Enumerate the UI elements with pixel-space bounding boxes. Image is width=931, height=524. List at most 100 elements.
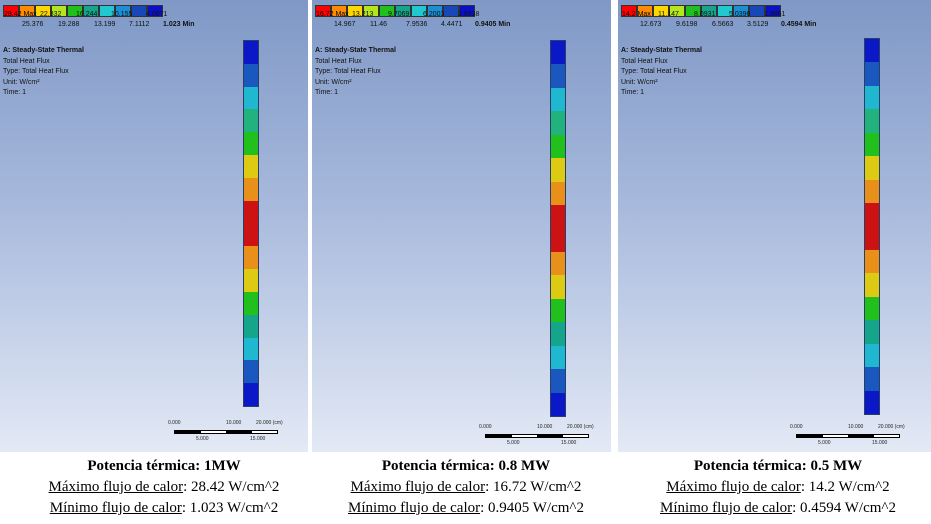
- caption-max-line: Máximo flujo de calor: 28.42 W/cm^2: [0, 477, 328, 498]
- legend-value: 9.7069: [388, 11, 410, 18]
- rod-segment: [551, 205, 565, 229]
- scale-tick-label: 0.000: [168, 420, 181, 426]
- max-flux-value: : 28.42 W/cm^2: [183, 479, 280, 495]
- min-flux-value: : 1.023 W/cm^2: [181, 500, 279, 516]
- color-legend: [3, 5, 163, 17]
- rod-segment: [865, 226, 879, 250]
- rod-segment: [865, 109, 879, 133]
- legend-swatch: [147, 5, 163, 17]
- legend-swatch: [3, 5, 19, 17]
- min-flux-label: Mínimo flujo de calor: [348, 500, 481, 516]
- legend-swatch: [749, 5, 765, 17]
- scale-tick-label: 10.000: [537, 424, 553, 430]
- simulation-panel-0-5mw: 14.2 Max 11.147 8.0931 5.0396 1.9861 12.…: [618, 0, 931, 452]
- scale-tick-label: 20.000 (cm): [878, 424, 905, 430]
- analysis-title: A: Steady-State Thermal: [621, 47, 702, 54]
- legend-swatch: [733, 5, 749, 17]
- result-unit: Unit: W/cm²: [315, 78, 352, 86]
- legend-value: 11.46: [370, 21, 387, 28]
- legend-value: 4.4471: [441, 21, 463, 28]
- legend-swatch: [331, 5, 347, 17]
- scale-tick-label: 5.000: [818, 440, 831, 446]
- heat-flux-rod: [243, 40, 259, 407]
- scale-tick-label: 10.000: [226, 420, 242, 426]
- rod-segment: [551, 275, 565, 299]
- result-name: Total Heat Flux: [315, 57, 362, 65]
- rod-segment: [551, 111, 565, 135]
- rod-segment: [551, 64, 565, 88]
- result-unit: Unit: W/cm²: [3, 78, 40, 86]
- legend-value: 6.5663: [712, 21, 734, 28]
- legend-value: 9.6198: [676, 21, 698, 28]
- legend-value: 10.155: [111, 11, 133, 18]
- scale-tick-label: 15.000: [561, 440, 577, 446]
- scale-tick-label: 15.000: [872, 440, 888, 446]
- rod-segment: [244, 109, 258, 133]
- scale-bar: 0.000 10.000 20.000 (cm) 5.000 15.000: [788, 424, 906, 452]
- legend-value: 8.0931: [694, 11, 716, 18]
- rod-segment: [551, 369, 565, 393]
- rod-segment: [865, 62, 879, 86]
- legend-swatch: [363, 5, 379, 17]
- legend-value: 14.967: [334, 21, 356, 28]
- legend-value: 13.199: [94, 21, 116, 28]
- analysis-title: A: Steady-State Thermal: [3, 47, 84, 54]
- scale-tick-label: 20.000 (cm): [256, 420, 283, 426]
- caption-0-8mw: Potencia térmica: 0.8 MW Máximo flujo de…: [318, 456, 614, 519]
- legend-value: 3.5129: [747, 21, 769, 28]
- legend-min-label: 0.9405 Min: [475, 21, 511, 28]
- result-name: Total Heat Flux: [621, 57, 668, 65]
- max-flux-value: : 14.2 W/cm^2: [800, 479, 890, 495]
- result-name: Total Heat Flux: [3, 57, 50, 65]
- scale-tick-label: 15.000: [250, 436, 266, 442]
- caption-title: Potencia térmica: 0.5 MW: [693, 458, 863, 474]
- rod-segment: [551, 134, 565, 159]
- min-flux-label: Mínimo flujo de calor: [660, 500, 793, 516]
- scale-bar-graphic: [174, 430, 278, 434]
- caption-min-line: Mínimo flujo de calor: 0.9405 W/cm^2: [318, 498, 614, 519]
- legend-value: 16.244: [76, 11, 98, 18]
- rod-segment: [865, 273, 879, 297]
- legend-swatch: [131, 5, 147, 17]
- rod-segment: [244, 200, 258, 224]
- legend-swatch: [669, 5, 685, 17]
- legend-value: 1.9861: [764, 11, 786, 18]
- rod-segment: [551, 298, 565, 323]
- legend-max-label: 28.42 Max: [4, 11, 37, 18]
- result-type: Type: Total Heat Flux: [315, 68, 381, 75]
- legend-swatch: [427, 5, 443, 17]
- scale-tick-label: 20.000 (cm): [567, 424, 594, 430]
- rod-segment: [865, 203, 879, 227]
- caption-max-line: Máximo flujo de calor: 14.2 W/cm^2: [628, 477, 928, 498]
- result-time: Time: 1: [315, 89, 339, 96]
- legend-swatch: [621, 5, 637, 17]
- simulation-panel-1mw: 28.42 Max 22.332 16.244 10.155 4.0671 25…: [0, 0, 308, 452]
- scale-bar: 0.000 10.000 20.000 (cm) 5.000 15.000: [166, 420, 284, 450]
- rod-segment: [865, 343, 879, 368]
- legend-value: 2.6938: [458, 11, 480, 18]
- legend-min-label: 1.023 Min: [163, 21, 195, 28]
- rod-segment: [244, 155, 258, 178]
- rod-segment: [244, 291, 258, 315]
- rod-segment: [865, 39, 879, 63]
- rod-segment: [865, 390, 879, 414]
- legend-swatch: [35, 5, 51, 17]
- scale-tick-label: 0.000: [790, 424, 803, 430]
- min-flux-value: : 0.4594 W/cm^2: [792, 500, 896, 516]
- heat-flux-rod: [550, 40, 566, 417]
- result-time: Time: 1: [621, 89, 645, 96]
- result-info: A: Steady-State Thermal Total Heat Flux …: [315, 46, 396, 99]
- rod-segment: [244, 41, 258, 64]
- caption-min-line: Mínimo flujo de calor: 0.4594 W/cm^2: [628, 498, 928, 519]
- caption-min-line: Mínimo flujo de calor: 1.023 W/cm^2: [0, 498, 328, 519]
- legend-swatch: [653, 5, 669, 17]
- min-flux-value: : 0.9405 W/cm^2: [480, 500, 584, 516]
- scale-tick-label: 5.000: [196, 436, 209, 442]
- legend-value: 6.2003: [423, 11, 445, 18]
- legend-swatch: [347, 5, 363, 17]
- caption-title: Potencia térmica: 1MW: [87, 458, 241, 474]
- scale-tick-label: 5.000: [507, 440, 520, 446]
- legend-swatch: [395, 5, 411, 17]
- rod-segment: [551, 181, 565, 206]
- rod-segment: [865, 296, 879, 321]
